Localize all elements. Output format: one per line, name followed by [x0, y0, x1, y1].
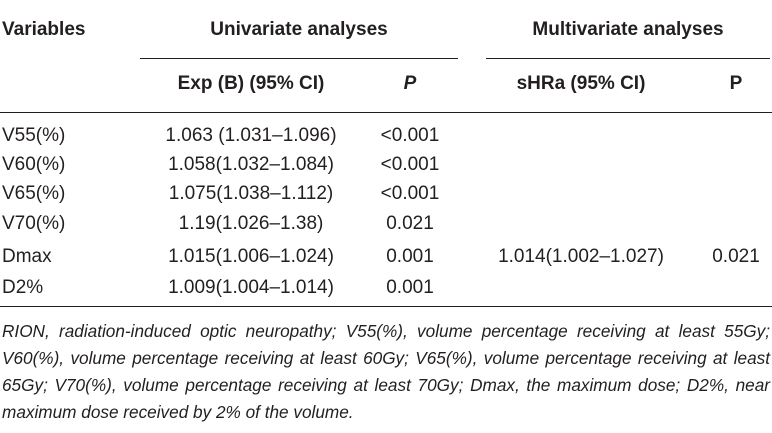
row-exp-b: 1.063 (1.031–1.096) [165, 125, 337, 146]
multivariate-group-rule [486, 58, 770, 59]
header-univariate-group: Univariate analyses [210, 19, 388, 40]
row-p-univariate: 0.001 [386, 246, 434, 267]
row-variable: V55(%) [2, 125, 66, 146]
row-variable: V60(%) [2, 154, 66, 175]
header-p-multivariate: P [729, 73, 743, 94]
row-variable: D2% [2, 277, 44, 298]
row-variable: V65(%) [2, 183, 66, 204]
header-exp-b: Exp (B) (95% CI) [177, 73, 325, 94]
row-p-univariate: <0.001 [380, 125, 440, 146]
table-bottom-rule [0, 306, 772, 307]
row-p-univariate: 0.001 [386, 277, 434, 298]
header-p-univariate: P [403, 73, 417, 94]
table-footnote: RION, radiation-induced optic neuropathy… [2, 321, 770, 422]
row-variable: Dmax [2, 246, 52, 267]
header-bottom-rule [0, 112, 772, 113]
row-exp-b: 1.19(1.026–1.38) [178, 213, 324, 234]
row-variable: V70(%) [2, 213, 66, 234]
header-variables: Variables [2, 19, 86, 40]
row-p-univariate: <0.001 [380, 154, 440, 175]
row-p-univariate: <0.001 [380, 183, 440, 204]
row-exp-b: 1.058(1.032–1.084) [168, 154, 334, 175]
univariate-group-rule [140, 58, 458, 59]
row-exp-b: 1.009(1.004–1.014) [168, 277, 334, 298]
row-exp-b: 1.015(1.006–1.024) [168, 246, 334, 267]
header-multivariate-group: Multivariate analyses [532, 19, 724, 40]
header-shra: sHRa (95% CI) [516, 73, 646, 94]
row-exp-b: 1.075(1.038–1.112) [168, 183, 334, 204]
row-p-multivariate: 0.021 [712, 246, 760, 267]
row-p-univariate: 0.021 [386, 213, 434, 234]
row-shra: 1.014(1.002–1.027) [498, 246, 664, 267]
